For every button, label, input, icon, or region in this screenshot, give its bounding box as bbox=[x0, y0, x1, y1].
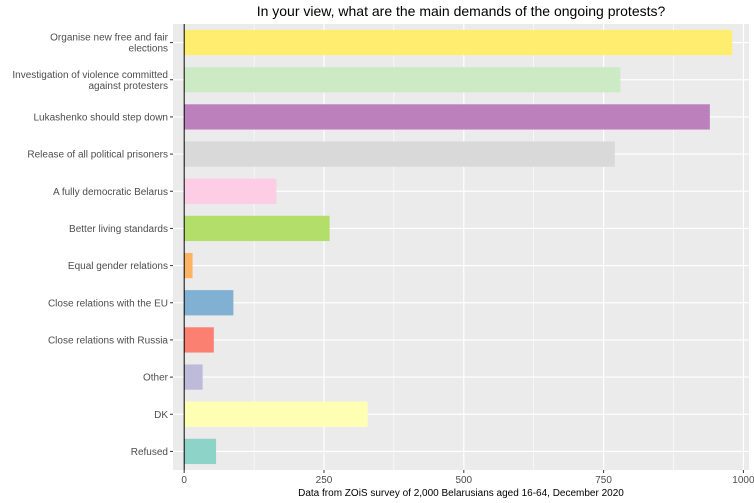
bars bbox=[184, 29, 733, 465]
category-label: DK bbox=[154, 410, 168, 421]
bar bbox=[184, 178, 277, 204]
x-tick-label: 250 bbox=[316, 475, 333, 486]
category-label: Equal gender relations bbox=[68, 261, 168, 272]
x-tick-label: 750 bbox=[595, 475, 612, 486]
category-label: Investigation of violence committed bbox=[12, 70, 168, 81]
category-label: Organise new free and fair bbox=[50, 33, 169, 44]
plot-background bbox=[173, 24, 749, 470]
bar bbox=[184, 327, 214, 353]
bar bbox=[184, 438, 217, 465]
chart-title: In your view, what are the main demands … bbox=[257, 3, 666, 19]
bar bbox=[184, 252, 193, 279]
category-label: Release of all political prisoners bbox=[27, 150, 168, 161]
category-label: Other bbox=[143, 373, 169, 384]
bar bbox=[184, 290, 234, 316]
category-label: Better living standards bbox=[69, 224, 168, 235]
bar bbox=[184, 104, 710, 130]
category-label: elections bbox=[129, 44, 168, 55]
category-label: Close relations with Russia bbox=[48, 335, 168, 346]
x-axis-label: Data from ZOiS survey of 2,000 Belarusia… bbox=[298, 488, 624, 499]
category-label: Lukashenko should step down bbox=[33, 112, 168, 123]
bar bbox=[184, 401, 368, 427]
bar bbox=[184, 29, 733, 56]
category-label: A fully democratic Belarus bbox=[53, 187, 168, 198]
x-tick-label: 1000 bbox=[732, 475, 754, 486]
bar bbox=[184, 215, 330, 242]
x-tick-label: 0 bbox=[181, 475, 187, 486]
category-label: against protesters bbox=[89, 81, 169, 92]
x-tick-label: 500 bbox=[455, 475, 472, 486]
category-label: Close relations with the EU bbox=[48, 298, 168, 309]
bar bbox=[184, 67, 621, 93]
bar bbox=[184, 141, 615, 167]
category-label: Refused bbox=[131, 447, 168, 458]
bar bbox=[184, 364, 203, 390]
x-tick-labels: 0 250 500 750 1000 bbox=[181, 470, 754, 486]
